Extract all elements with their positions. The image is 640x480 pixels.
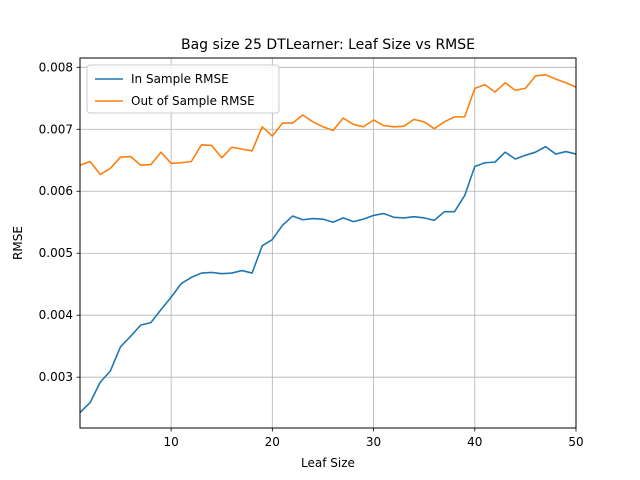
series-line-0 xyxy=(79,145,577,414)
y-tick-label: 0.004 xyxy=(39,308,73,322)
y-tick-label: 0.005 xyxy=(39,246,73,260)
y-tick-label: 0.003 xyxy=(39,370,73,384)
y-axis-label: RMSE xyxy=(11,226,25,260)
plot-frame xyxy=(79,57,577,429)
legend-label-1: Out of Sample RMSE xyxy=(131,94,255,108)
y-tick-label: 0.007 xyxy=(39,122,73,136)
x-tick-label: 20 xyxy=(265,435,280,449)
x-tick-label: 40 xyxy=(467,435,482,449)
x-axis-label: Leaf Size xyxy=(301,456,355,470)
legend: In Sample RMSE Out of Sample RMSE xyxy=(86,64,280,114)
chart-title: Bag size 25 DTLearner: Leaf Size vs RMSE xyxy=(181,37,475,53)
legend-label-0: In Sample RMSE xyxy=(131,72,229,86)
legend-box xyxy=(86,64,280,114)
series-lines xyxy=(79,73,577,414)
x-tick-label: 30 xyxy=(366,435,381,449)
axis-ticks: 10 20 30 40 50 0.003 0.004 0.005 0.006 0.007 0.008 xyxy=(39,60,584,449)
series-line-1 xyxy=(79,73,577,176)
y-tick-label: 0.006 xyxy=(39,184,73,198)
x-tick-label: 10 xyxy=(163,435,178,449)
y-tick-label: 0.008 xyxy=(39,60,73,74)
x-tick-label: 50 xyxy=(568,435,583,449)
